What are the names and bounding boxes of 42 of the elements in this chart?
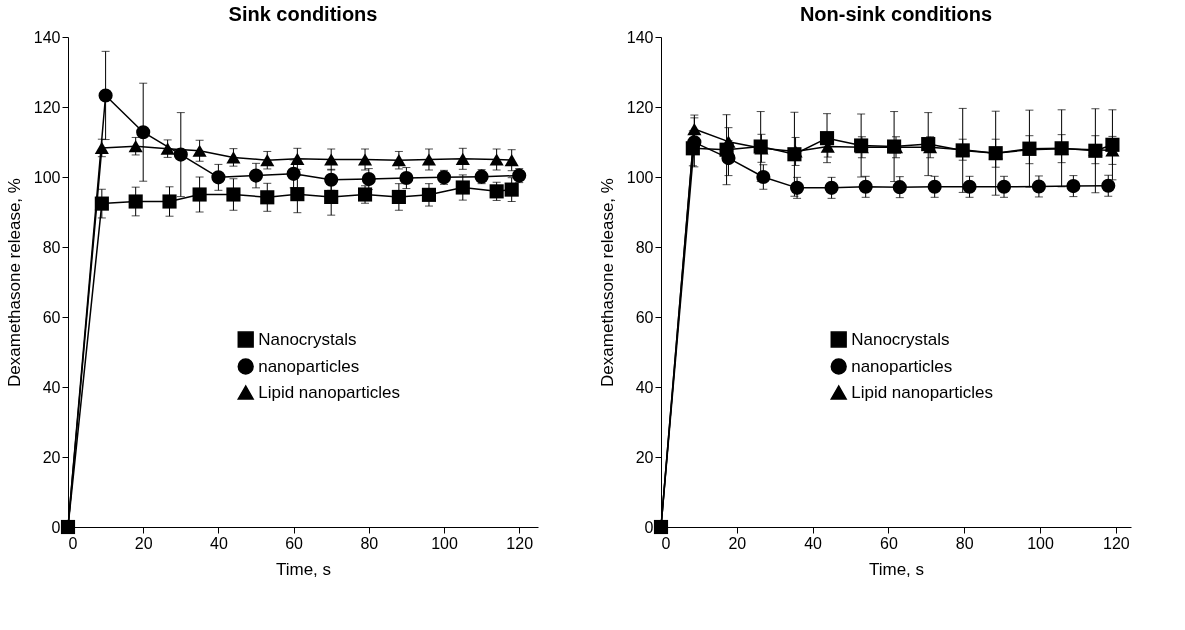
x-tick-label: 0 [661, 534, 671, 552]
x-tick-label: 60 [285, 534, 304, 552]
y-tick-label: 40 [635, 378, 654, 396]
x-tick-label: 80 [360, 534, 379, 552]
x-tick-label: 40 [210, 534, 228, 552]
y-tick-label: 60 [635, 308, 654, 326]
y-tick-label: 100 [33, 168, 61, 186]
x-tick-label: 80 [955, 534, 974, 552]
y-tick-label: 120 [626, 98, 654, 116]
y-tick-label: 140 [33, 28, 61, 46]
legend-label: nanoparticles [851, 356, 953, 376]
y-tick-label: 140 [626, 28, 654, 46]
chart-title: Non-sink conditions [799, 3, 993, 25]
y-tick-label: 20 [635, 448, 654, 466]
legend-label: Lipid nanoparticles [851, 382, 993, 402]
y-tick-label: 120 [33, 98, 61, 116]
legend-label: Lipid nanoparticles [258, 382, 400, 402]
x-tick-label: 40 [804, 534, 823, 552]
x-tick-label: 0 [68, 534, 78, 552]
x-tick-label: 20 [728, 534, 747, 552]
legend-label: Nanocrystals [851, 329, 950, 349]
y-tick-label: 40 [42, 378, 61, 396]
x-tick-label: 120 [1102, 534, 1130, 552]
x-tick-label: 100 [1027, 534, 1054, 552]
legend-label: Nanocrystals [258, 329, 357, 349]
y-tick-label: 80 [42, 238, 61, 256]
y-tick-label: 0 [51, 518, 61, 536]
y-tick-label: 80 [635, 238, 654, 256]
y-tick-label: 60 [42, 308, 61, 326]
x-tick-label: 20 [134, 534, 153, 552]
chart-title: Sink conditions [228, 3, 378, 25]
x-tick-label: 100 [431, 534, 458, 552]
y-axis-title: Dexamethasone release, % [597, 178, 617, 387]
x-tick-label: 120 [506, 534, 534, 552]
x-tick-label: 60 [880, 534, 898, 552]
y-axis-title: Dexamethasone release, % [4, 178, 24, 387]
y-tick-label: 100 [626, 168, 654, 186]
legend-label: nanoparticles [258, 356, 360, 376]
y-tick-label: 0 [644, 518, 654, 536]
x-axis-title: Time, s [275, 559, 332, 579]
y-tick-label: 20 [42, 448, 61, 466]
x-axis-title: Time, s [868, 559, 925, 579]
